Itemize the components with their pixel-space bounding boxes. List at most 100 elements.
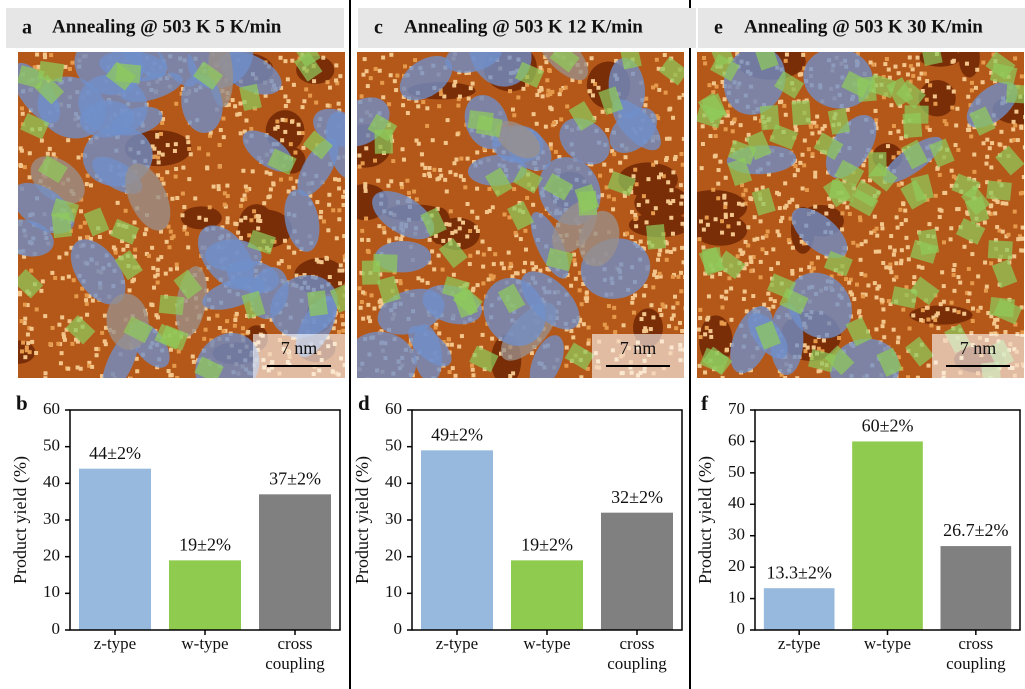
molecule xyxy=(903,209,907,213)
molecule xyxy=(23,165,27,169)
molecule xyxy=(550,107,554,111)
molecule xyxy=(712,81,716,85)
molecule xyxy=(315,200,319,204)
molecule xyxy=(671,116,675,120)
molecule xyxy=(968,291,972,295)
molecule xyxy=(676,275,680,279)
molecule xyxy=(544,60,548,64)
molecule xyxy=(233,318,237,322)
molecule xyxy=(624,155,628,159)
molecule xyxy=(881,299,885,303)
molecule xyxy=(778,206,782,210)
molecule xyxy=(460,334,464,338)
molecule xyxy=(956,275,960,279)
molecule xyxy=(726,224,730,228)
molecule xyxy=(1020,330,1024,334)
molecule xyxy=(657,253,661,257)
molecule xyxy=(700,166,704,170)
molecule xyxy=(889,270,893,274)
molecule xyxy=(698,316,702,320)
molecule xyxy=(170,197,174,201)
molecule xyxy=(197,216,201,220)
molecule xyxy=(804,349,808,353)
molecule xyxy=(933,318,937,322)
molecule xyxy=(897,183,901,187)
molecule xyxy=(736,254,740,258)
molecule xyxy=(275,120,279,124)
molecule xyxy=(887,299,891,303)
bar xyxy=(511,560,583,630)
molecule xyxy=(511,108,515,112)
molecule xyxy=(289,177,293,181)
molecule xyxy=(840,227,844,231)
molecule xyxy=(481,281,485,285)
molecule xyxy=(766,292,770,296)
molecule xyxy=(426,281,430,285)
molecule xyxy=(360,94,364,98)
molecule xyxy=(936,326,940,330)
molecule xyxy=(605,128,609,132)
molecule xyxy=(403,64,407,68)
molecule xyxy=(57,323,61,327)
molecule xyxy=(777,233,781,237)
molecule xyxy=(651,85,655,89)
bar xyxy=(764,588,835,630)
molecule xyxy=(151,266,155,270)
molecule xyxy=(664,91,668,95)
molecule xyxy=(463,185,467,189)
molecule xyxy=(682,93,686,97)
molecule xyxy=(165,170,169,174)
molecule xyxy=(591,93,595,97)
molecule xyxy=(724,176,728,180)
molecule xyxy=(716,196,720,200)
molecule xyxy=(452,273,456,277)
molecule xyxy=(881,324,885,328)
molecule xyxy=(720,231,724,235)
molecule xyxy=(714,134,718,138)
molecule xyxy=(363,182,367,186)
w-type-overlay xyxy=(38,61,64,82)
molecule xyxy=(337,102,341,106)
molecule xyxy=(720,219,724,223)
molecule xyxy=(301,131,305,135)
molecule xyxy=(459,157,463,161)
molecule xyxy=(85,235,89,239)
molecule xyxy=(976,309,980,313)
molecule xyxy=(945,307,949,311)
molecule xyxy=(939,209,943,213)
molecule xyxy=(993,318,997,322)
molecule xyxy=(761,186,765,190)
molecule xyxy=(173,149,177,153)
molecule xyxy=(658,308,662,312)
molecule xyxy=(67,275,71,279)
molecule xyxy=(559,88,563,92)
y-tick-label: 20 xyxy=(385,546,402,565)
molecule xyxy=(679,183,683,187)
molecule xyxy=(475,187,479,191)
w-type-overlay xyxy=(307,290,328,316)
molecule xyxy=(823,124,827,128)
molecule xyxy=(471,368,475,372)
molecule xyxy=(956,148,960,152)
molecule xyxy=(359,306,363,310)
molecule xyxy=(241,326,245,330)
molecule xyxy=(35,53,39,57)
molecule xyxy=(269,187,273,191)
molecule xyxy=(682,260,686,264)
molecule xyxy=(751,294,755,298)
molecule xyxy=(448,170,452,174)
molecule xyxy=(981,60,985,64)
molecule xyxy=(904,236,908,240)
molecule xyxy=(674,326,678,330)
molecule xyxy=(85,302,89,306)
molecule xyxy=(579,375,583,379)
molecule xyxy=(793,173,797,177)
molecule xyxy=(801,153,805,157)
molecule xyxy=(716,182,720,186)
molecule xyxy=(645,220,649,224)
molecule xyxy=(848,212,852,216)
molecule xyxy=(933,94,937,98)
molecule xyxy=(970,252,974,256)
molecule xyxy=(711,188,715,192)
molecule xyxy=(775,191,779,195)
